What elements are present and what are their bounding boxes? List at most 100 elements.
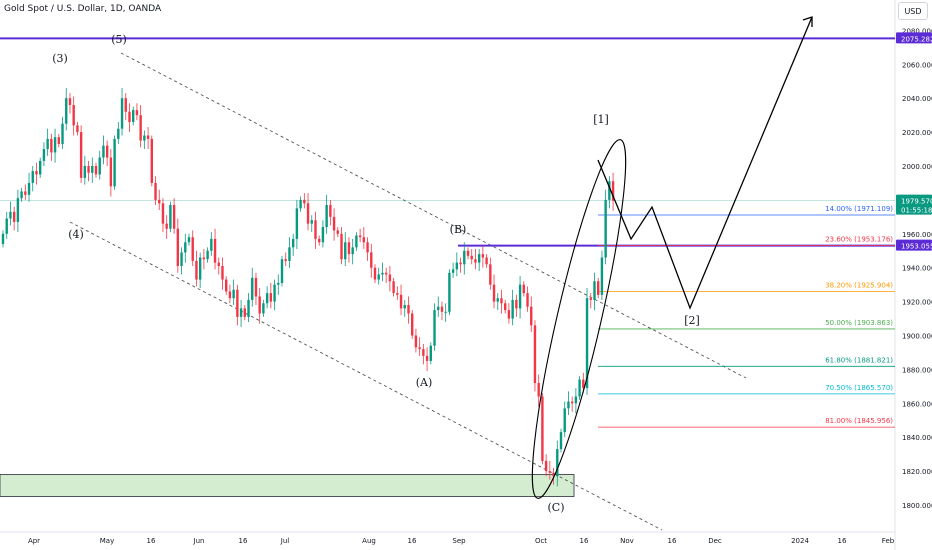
candle-body — [537, 382, 540, 397]
candle-body — [362, 237, 366, 243]
candle-body — [1, 233, 5, 244]
candle-body — [113, 138, 116, 187]
candle-body — [526, 293, 529, 307]
candle-body — [541, 396, 544, 461]
candle-body — [321, 227, 325, 243]
candle-body — [377, 274, 380, 280]
time-tick-label: Aug — [362, 537, 376, 545]
candle-body — [150, 138, 153, 183]
candle-body — [273, 284, 276, 302]
candle-body — [507, 310, 511, 319]
candle-body — [433, 310, 436, 346]
candle-body — [132, 110, 135, 122]
candle-body — [87, 166, 90, 173]
candle-body — [76, 125, 79, 133]
candle-body — [12, 211, 16, 222]
time-tick-label: Nov — [620, 537, 634, 545]
candle-body — [98, 157, 101, 175]
candle-body — [332, 216, 336, 231]
time-tick-label: Sep — [452, 537, 466, 545]
time-tick-label: Apr — [28, 537, 40, 545]
candle-body — [128, 111, 131, 122]
candle-body — [187, 237, 191, 243]
candle-body — [429, 345, 432, 361]
candle-body — [172, 204, 176, 229]
candle-body — [608, 181, 611, 200]
candle-body — [370, 252, 373, 268]
candle-body — [522, 284, 525, 294]
candle-body — [180, 252, 183, 267]
candle-body — [79, 132, 83, 178]
candle-body — [169, 204, 172, 229]
price-tick-label: 2000.000 — [902, 163, 932, 171]
candle-body — [548, 471, 552, 473]
candle-body — [474, 259, 477, 263]
candle-body — [411, 313, 414, 336]
candle-body — [597, 281, 600, 295]
currency-button[interactable]: USD — [898, 2, 928, 20]
price-tick-label: 1940.000 — [902, 265, 932, 273]
price-tag — [896, 239, 932, 251]
candle-body — [225, 279, 228, 292]
candle-body — [533, 325, 537, 383]
candle-body — [578, 379, 581, 397]
symbol-title: Gold Spot / U.S. Dollar, 1D, OANDA — [4, 4, 162, 14]
candle-body — [437, 306, 440, 311]
price-tick-label: 1880.000 — [902, 366, 932, 374]
candle-body — [161, 203, 165, 224]
projection-arrowhead — [802, 16, 813, 27]
candle-body — [35, 171, 38, 175]
wave-label: (4) — [68, 228, 84, 241]
candle-body — [530, 306, 533, 326]
candle-body — [198, 257, 202, 280]
wave-1-ellipse — [531, 139, 627, 499]
time-tick-label: 16 — [147, 537, 156, 545]
time-tick-label: Jul — [280, 537, 290, 545]
candle-body — [463, 250, 466, 265]
candle-body — [277, 282, 280, 285]
candle-body — [146, 135, 150, 139]
candle-body — [556, 449, 559, 477]
candle-body — [570, 401, 574, 404]
candle-body — [459, 262, 462, 265]
fib-level-label: 70.50% (1865.570) — [825, 384, 893, 392]
price-tick-label: 2060.000 — [902, 61, 932, 69]
candle-body — [340, 233, 343, 260]
candle-body — [221, 266, 224, 280]
candle-body — [210, 238, 213, 251]
candle-body — [236, 289, 239, 317]
price-tag — [896, 194, 932, 215]
candle-body — [191, 237, 194, 261]
candle-body — [258, 296, 261, 314]
candle-body — [347, 242, 351, 255]
candle-body — [544, 460, 548, 472]
price-tag-label: 1979.570 — [901, 198, 932, 206]
candle-body — [135, 110, 139, 116]
candle-body — [396, 293, 399, 295]
fib-level-label: 38.20% (1925.904) — [825, 282, 893, 290]
candle-body — [61, 123, 64, 144]
candle-body — [500, 298, 503, 304]
time-tick-label: 2024 — [791, 537, 809, 545]
candle-body — [291, 238, 295, 248]
candle-body — [53, 137, 57, 153]
candle-body — [466, 250, 470, 256]
candle-body — [143, 135, 146, 141]
candle-body — [109, 157, 113, 187]
price-tick-label: 1900.000 — [902, 333, 932, 341]
candle-body — [120, 98, 124, 129]
candle-body — [280, 259, 284, 283]
candle-body — [68, 98, 72, 105]
candle-body — [477, 254, 481, 263]
candle-body — [39, 160, 42, 175]
projection-path — [597, 16, 813, 310]
candle-body — [94, 166, 98, 175]
candle-body — [5, 218, 8, 234]
time-tick-label: 16 — [408, 537, 417, 545]
candle-body — [336, 230, 339, 234]
candle-body — [496, 298, 499, 302]
candle-body — [388, 274, 392, 282]
candle-body — [511, 299, 514, 319]
candle-body — [455, 262, 459, 270]
